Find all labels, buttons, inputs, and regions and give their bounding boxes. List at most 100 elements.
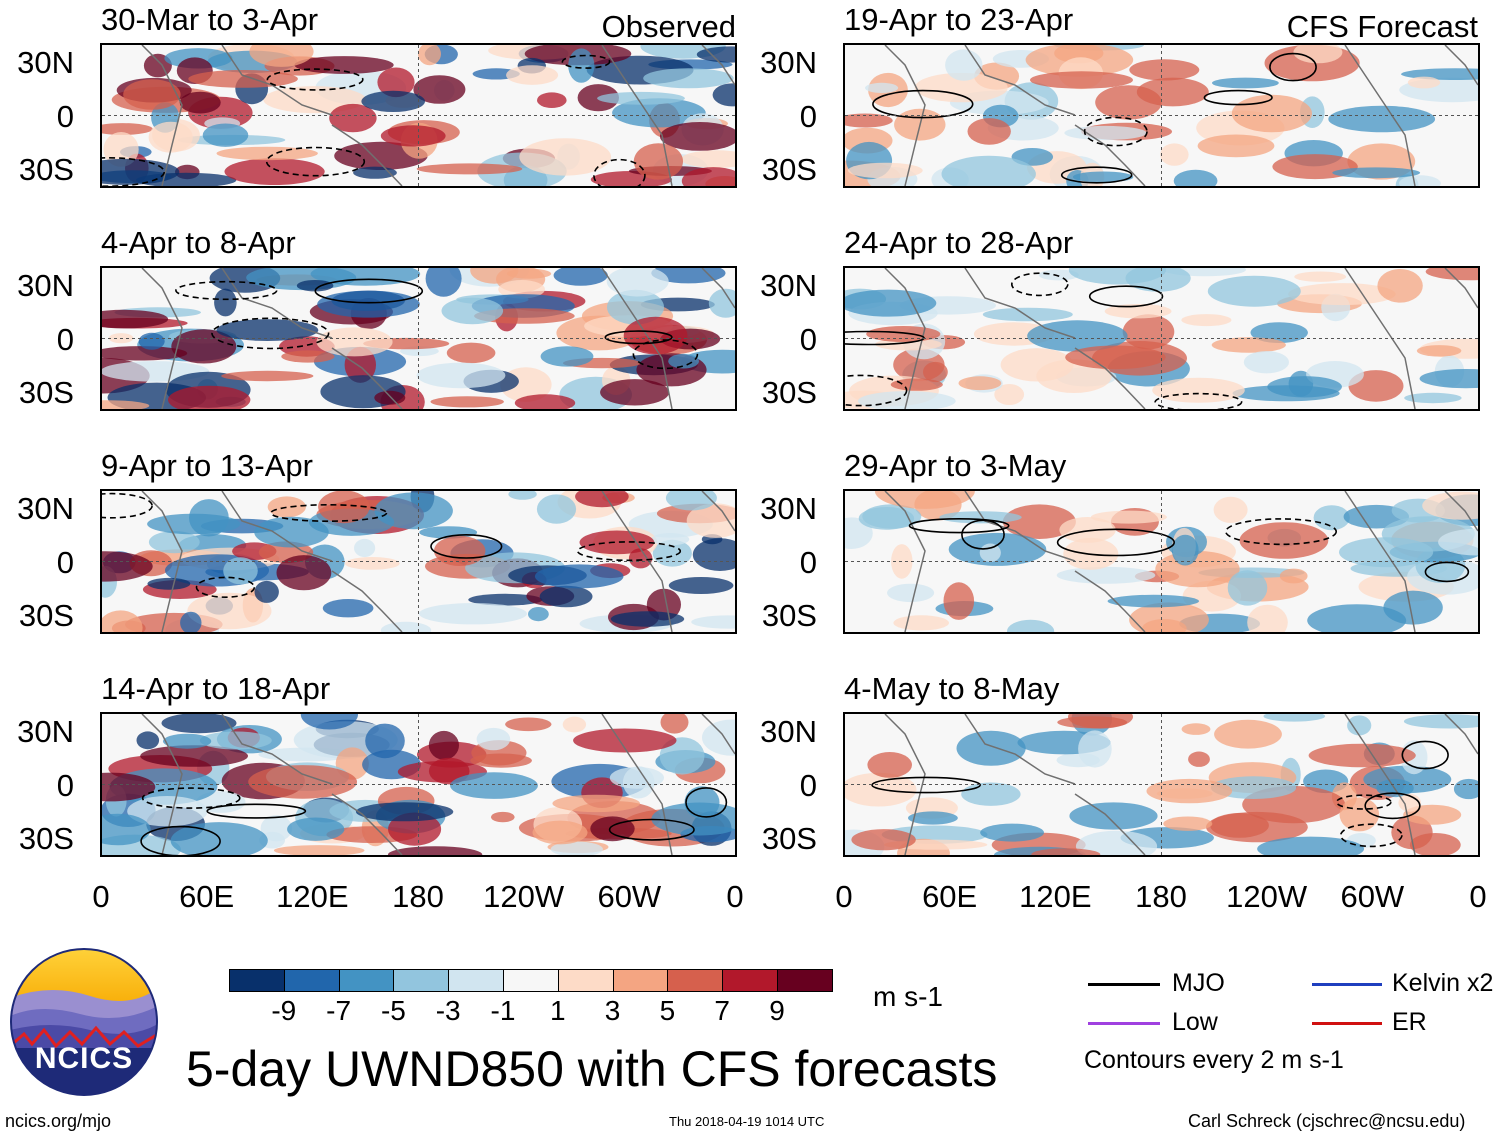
coastline	[221, 714, 333, 785]
anomaly-blob	[1059, 517, 1116, 543]
anomaly-blob	[568, 48, 595, 83]
anomaly-blob	[956, 730, 1026, 766]
anomaly-blob	[681, 167, 735, 186]
map-field	[102, 714, 735, 855]
lon-label-left-4: 120W	[483, 879, 565, 914]
lat-label-right-1-0: 30N	[760, 45, 817, 80]
mjo-contour	[430, 534, 503, 559]
anomaly-blob	[1142, 619, 1187, 632]
colorbar-box-5	[503, 969, 559, 992]
lon-label-right-4: 120W	[1226, 879, 1308, 914]
anomaly-blob	[316, 327, 393, 357]
anomaly-blob	[702, 719, 735, 756]
anomaly-blob	[377, 67, 415, 98]
anomaly-blob	[528, 607, 549, 622]
map-panel-right-4	[843, 712, 1480, 857]
colorbar-box-6	[557, 969, 614, 992]
anomaly-blob	[668, 353, 699, 369]
anomaly-blob	[214, 288, 237, 317]
anomaly-blob	[610, 611, 685, 627]
anomaly-blob	[450, 772, 538, 799]
anomaly-blob	[1181, 314, 1232, 327]
lon-label-left-1: 60E	[179, 879, 235, 914]
ncics-logo: NCICS	[10, 948, 158, 1096]
anomaly-blob	[425, 268, 462, 297]
anomaly-blob	[418, 45, 441, 66]
anomaly-blob	[1090, 510, 1167, 524]
anomaly-blob	[508, 491, 537, 500]
anomaly-blob	[1064, 125, 1147, 141]
anomaly-blob	[498, 280, 545, 299]
mjo-contour	[1424, 561, 1470, 583]
lon-label-right-2: 120E	[1019, 879, 1092, 914]
anomaly-blob	[1363, 765, 1452, 794]
anomaly-blob	[1313, 505, 1350, 531]
coastline	[1444, 714, 1478, 755]
mjo-contour	[211, 317, 330, 350]
anomaly-blob	[171, 329, 237, 364]
anomaly-blob	[562, 716, 587, 733]
anomaly-blob	[1294, 271, 1347, 282]
panel-title-left-1: 30-Mar to 3-Apr	[101, 2, 319, 37]
anomaly-blob	[1403, 714, 1478, 729]
anomaly-blob	[1308, 743, 1416, 768]
anomaly-blob	[329, 103, 377, 133]
coastline	[601, 45, 673, 186]
anomaly-blob	[659, 737, 705, 775]
anomaly-blob	[1339, 797, 1380, 832]
anomaly-blob	[1163, 816, 1213, 831]
mjo-contour	[604, 330, 673, 345]
anomaly-blob	[287, 817, 345, 841]
mjo-contour	[265, 146, 366, 177]
anomaly-blob	[199, 731, 272, 750]
map-panel-right-2	[843, 266, 1480, 411]
anomaly-blob	[643, 68, 734, 89]
footer-url[interactable]: ncics.org/mjo	[5, 1111, 112, 1131]
coastline	[1074, 570, 1146, 632]
legend-low-label: Low	[1172, 1008, 1218, 1036]
panel-title-right-1: 19-Apr to 23-Apr	[844, 2, 1074, 37]
map-panel-right-1	[843, 43, 1480, 188]
anomaly-blob	[651, 268, 726, 284]
map-panel-left-4	[100, 712, 737, 857]
anomaly-blob	[696, 46, 735, 63]
map-panel-left-3	[100, 489, 737, 634]
anomaly-blob	[540, 346, 594, 367]
anomaly-blob	[606, 268, 669, 297]
coastline	[1074, 124, 1146, 186]
anomaly-blob	[102, 772, 156, 802]
anomaly-blob	[1211, 337, 1286, 353]
anomaly-blob	[416, 163, 523, 175]
anomaly-blob	[680, 150, 735, 168]
anomaly-blob	[102, 813, 151, 846]
anomaly-blob	[476, 727, 511, 751]
mjo-contour	[632, 339, 699, 370]
coastline	[331, 793, 403, 855]
colorbar-tick-1: -7	[326, 995, 352, 1026]
coastline	[1344, 268, 1416, 409]
anomaly-blob	[519, 138, 612, 176]
anomaly-blob	[941, 155, 1036, 186]
anomaly-blob	[890, 378, 943, 391]
lat-label-left-3-0: 30N	[17, 491, 74, 526]
anomaly-blob	[575, 491, 629, 508]
anomaly-blob	[914, 72, 1008, 103]
map-field	[845, 45, 1478, 186]
mjo-contour	[908, 518, 1010, 534]
anomaly-blob	[534, 564, 624, 589]
anomaly-blob	[254, 580, 279, 603]
anomaly-blob	[102, 346, 188, 361]
coastline	[331, 570, 403, 632]
anomaly-blob	[692, 538, 735, 571]
footer-timestamp: Thu 2018-04-19 1014 UTC	[669, 1114, 825, 1129]
coastline	[701, 491, 735, 532]
anomaly-blob	[1056, 566, 1156, 584]
anomaly-blob	[179, 91, 221, 114]
anomaly-blob	[1210, 813, 1269, 838]
anomaly-blob	[1152, 377, 1245, 403]
anomaly-blob	[1307, 604, 1407, 632]
anomaly-blob	[1031, 848, 1101, 855]
lat-label-left-3-2: 30S	[18, 598, 74, 633]
anomaly-blob	[216, 146, 318, 161]
anomaly-blob	[221, 370, 314, 382]
